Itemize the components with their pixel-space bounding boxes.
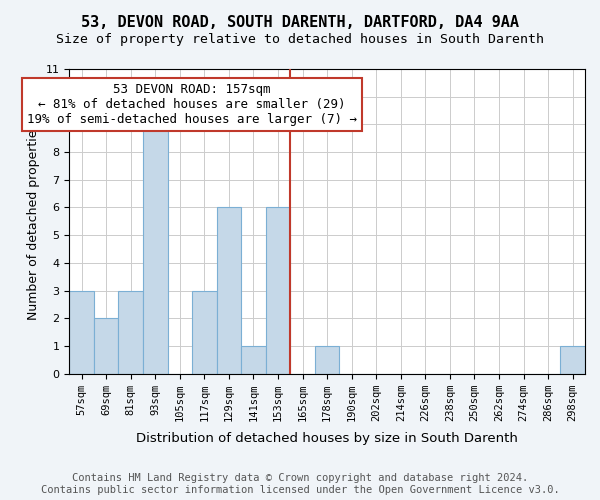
Text: Contains HM Land Registry data © Crown copyright and database right 2024.
Contai: Contains HM Land Registry data © Crown c… (41, 474, 559, 495)
Bar (118, 290, 143, 374)
Bar (241, 346, 266, 374)
Bar (266, 208, 290, 374)
X-axis label: Distribution of detached houses by size in South Darenth: Distribution of detached houses by size … (136, 432, 518, 445)
Bar (315, 346, 340, 374)
Bar (560, 346, 585, 374)
Bar (192, 290, 217, 374)
Y-axis label: Number of detached properties: Number of detached properties (27, 123, 40, 320)
Text: 53 DEVON ROAD: 157sqm
← 81% of detached houses are smaller (29)
19% of semi-deta: 53 DEVON ROAD: 157sqm ← 81% of detached … (27, 83, 357, 126)
Bar (94, 318, 118, 374)
Bar (69, 290, 94, 374)
Text: 53, DEVON ROAD, SOUTH DARENTH, DARTFORD, DA4 9AA: 53, DEVON ROAD, SOUTH DARENTH, DARTFORD,… (81, 15, 519, 30)
Bar (217, 208, 241, 374)
Text: Size of property relative to detached houses in South Darenth: Size of property relative to detached ho… (56, 32, 544, 46)
Bar (143, 124, 167, 374)
